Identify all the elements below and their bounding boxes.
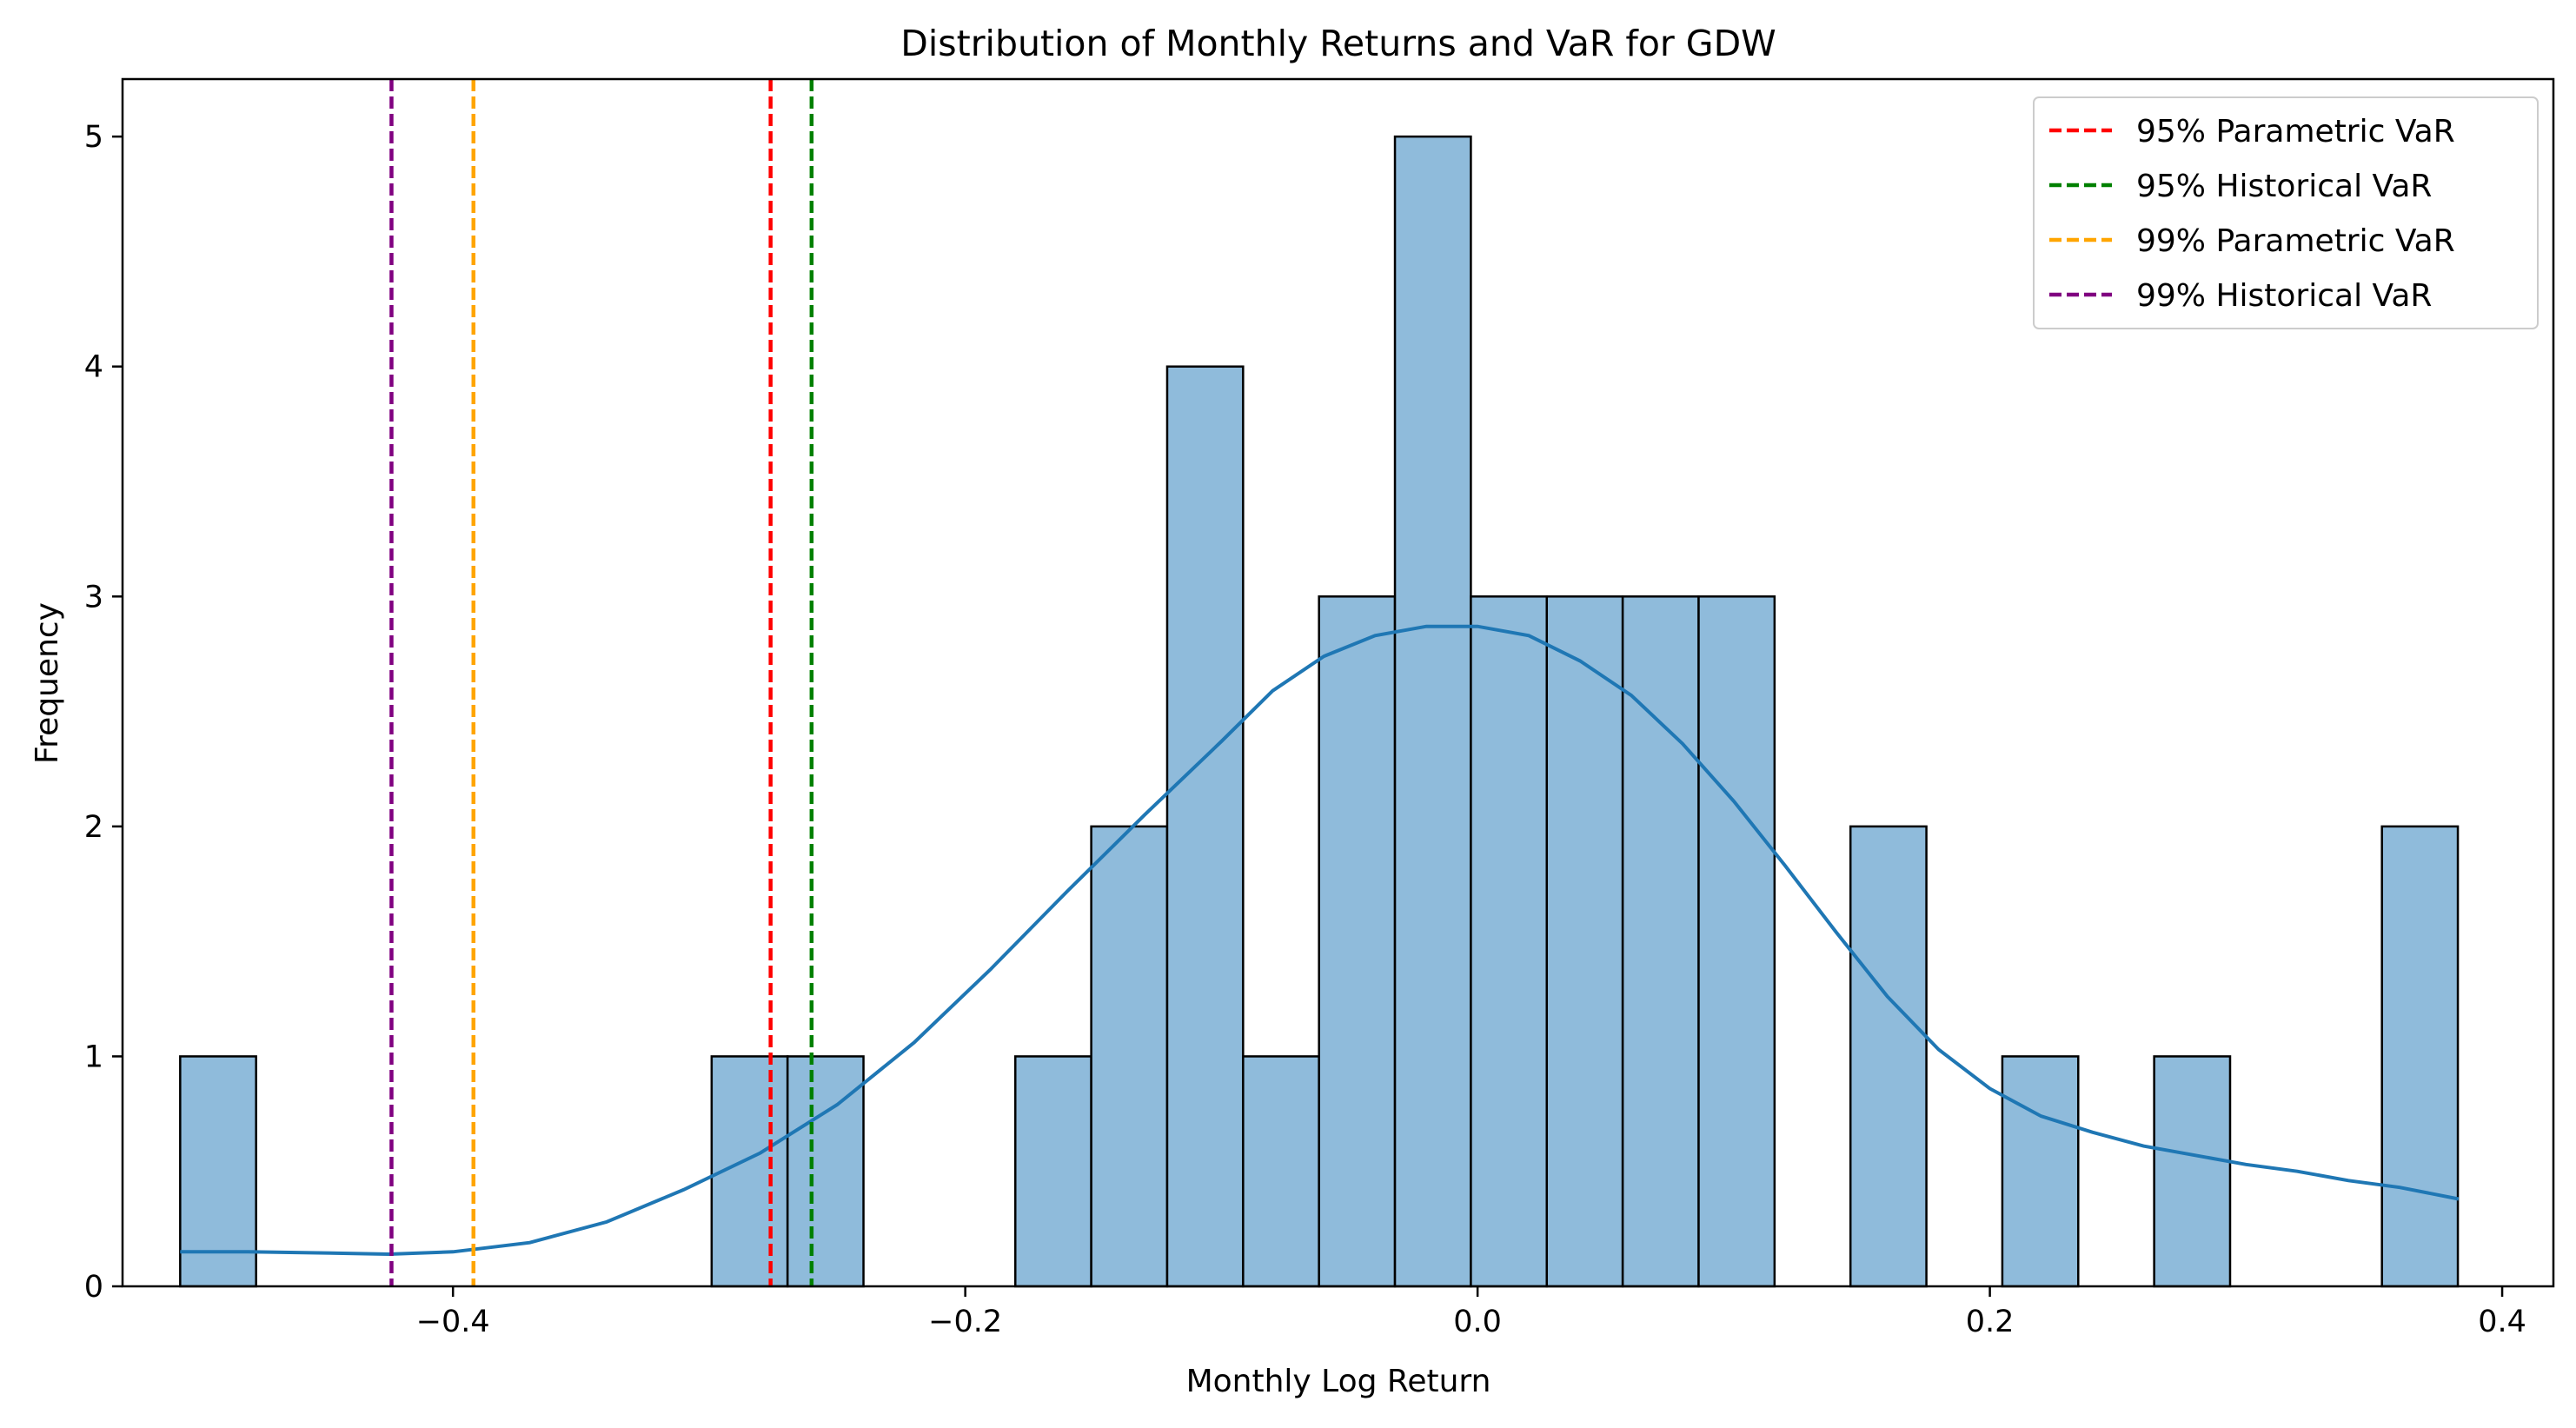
y-tick-label: 1: [84, 1039, 103, 1074]
x-tick-label: 0.4: [2478, 1305, 2526, 1339]
plot-frame: [121, 77, 2555, 1288]
histogram-bar: [1697, 595, 1776, 1288]
var-lines: [389, 79, 814, 1286]
y-tick-label: 0: [84, 1270, 103, 1305]
y-tick-label: 3: [84, 580, 103, 614]
histogram-bar: [2001, 1055, 2080, 1288]
legend: 95% Parametric VaR 95% Historical VaR 99% …: [2033, 96, 2539, 329]
legend-label: 95% Parametric VaR: [2136, 114, 2455, 149]
histogram-bar: [179, 1055, 257, 1288]
histogram-bar: [1545, 595, 1624, 1288]
legend-label: 95% Historical VaR: [2136, 169, 2432, 204]
histogram-bar: [1393, 135, 1472, 1288]
histogram-bar: [1165, 365, 1245, 1288]
x-tick-label: 0.2: [1966, 1305, 2015, 1339]
legend-label: 99% Historical VaR: [2136, 278, 2432, 314]
x-axis-label: Monthly Log Return: [1186, 1364, 1491, 1399]
chart-title: Distribution of Monthly Returns and VaR …: [900, 23, 1776, 64]
x-tick-label: −0.2: [928, 1305, 1002, 1339]
kde-curve: [180, 624, 2460, 1257]
histogram-bars: [179, 135, 2460, 1288]
histogram-bar: [1621, 595, 1700, 1288]
histogram-bar: [1470, 595, 1549, 1288]
legend-label: 99% Parametric VaR: [2136, 223, 2455, 259]
y-axis-label: Frequency: [30, 602, 65, 764]
histogram-bar: [2380, 825, 2460, 1288]
y-tick-label: 5: [84, 120, 103, 155]
histogram-bar: [1242, 1055, 1320, 1288]
y-tick-label: 4: [84, 350, 103, 385]
y-axis-ticks: 0 1 2 3 4 5: [84, 120, 123, 1305]
y-tick-label: 2: [84, 810, 103, 845]
histogram-bar: [1849, 825, 1928, 1288]
x-tick-label: 0.0: [1453, 1305, 1502, 1339]
histogram-bar: [1090, 825, 1169, 1288]
legend-box: [2033, 96, 2539, 329]
x-tick-label: −0.4: [416, 1305, 490, 1339]
histogram-bar: [1014, 1055, 1092, 1288]
histogram-bar: [2153, 1055, 2232, 1288]
histogram-bar: [1318, 595, 1397, 1288]
x-axis-ticks: −0.4 −0.2 0.0 0.2 0.4: [416, 1286, 2526, 1339]
